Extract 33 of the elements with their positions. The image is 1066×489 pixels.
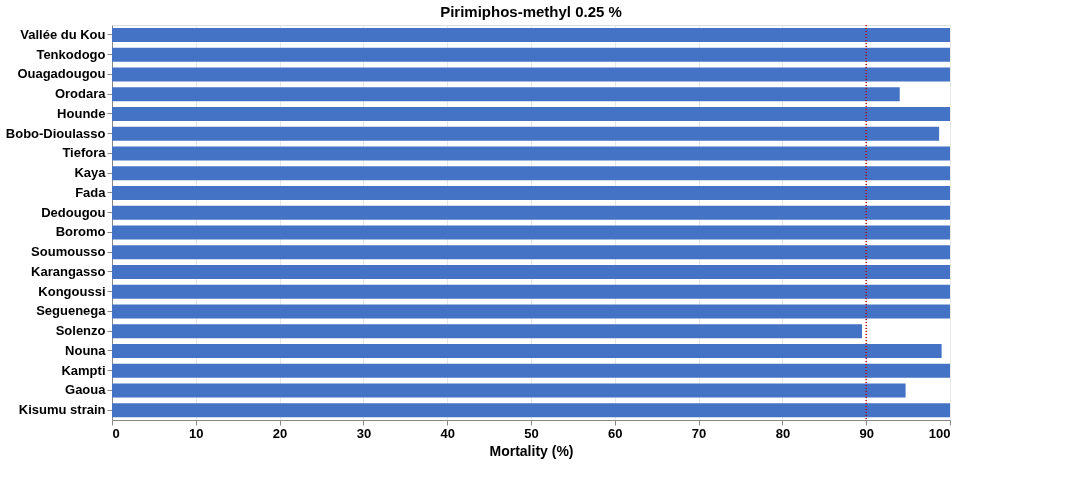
y-tick-label: Bobo-Dioulasso (5, 125, 106, 141)
y-tick-label: Kisumu strain (18, 402, 106, 418)
y-tick-label: Seguenega (36, 303, 107, 319)
x-tick-label: 40 (440, 425, 455, 441)
x-tick-label: 90 (859, 425, 874, 441)
x-tick-label: 30 (356, 425, 372, 441)
y-tick-label: Hounde (57, 105, 106, 121)
y-tick-label: Tiefora (62, 145, 107, 161)
y-tick-label: Nouna (65, 342, 107, 358)
y-tick-label: Boromo (55, 224, 106, 240)
x-tick-label: 70 (691, 425, 707, 441)
x-tick-label: 80 (775, 425, 791, 441)
x-tick-label: 0 (112, 425, 120, 441)
y-tick-label: Ouagadougou (17, 66, 106, 82)
x-tick-label: 10 (189, 425, 204, 441)
y-tick-label: Kaya (74, 165, 107, 181)
y-tick-label: Fada (75, 184, 107, 200)
y-tick-label: Solenzo (55, 323, 106, 339)
y-tick-label: Karangasso (31, 263, 106, 279)
y-tick-label: Orodara (54, 86, 107, 102)
x-tick-label: 50 (524, 425, 539, 441)
y-tick-label: Dedougou (41, 204, 106, 220)
y-tick-label: Tenkodogo (36, 46, 106, 62)
y-tick-label: Vallée du Kou (20, 26, 106, 42)
y-tick-label: Kampti (61, 362, 106, 378)
y-tick-label: Soumousso (31, 244, 106, 260)
y-tick-label: Kongoussi (38, 283, 106, 299)
chart-title: Pirimiphos-methyl 0.25 % (440, 3, 622, 21)
x-tick-label: 100 (928, 425, 951, 441)
x-tick-label: 60 (608, 425, 623, 441)
x-tick-label: 20 (272, 425, 288, 441)
y-tick-label: Gaoua (65, 382, 107, 398)
x-axis-title: Mortality (%) (489, 442, 574, 459)
